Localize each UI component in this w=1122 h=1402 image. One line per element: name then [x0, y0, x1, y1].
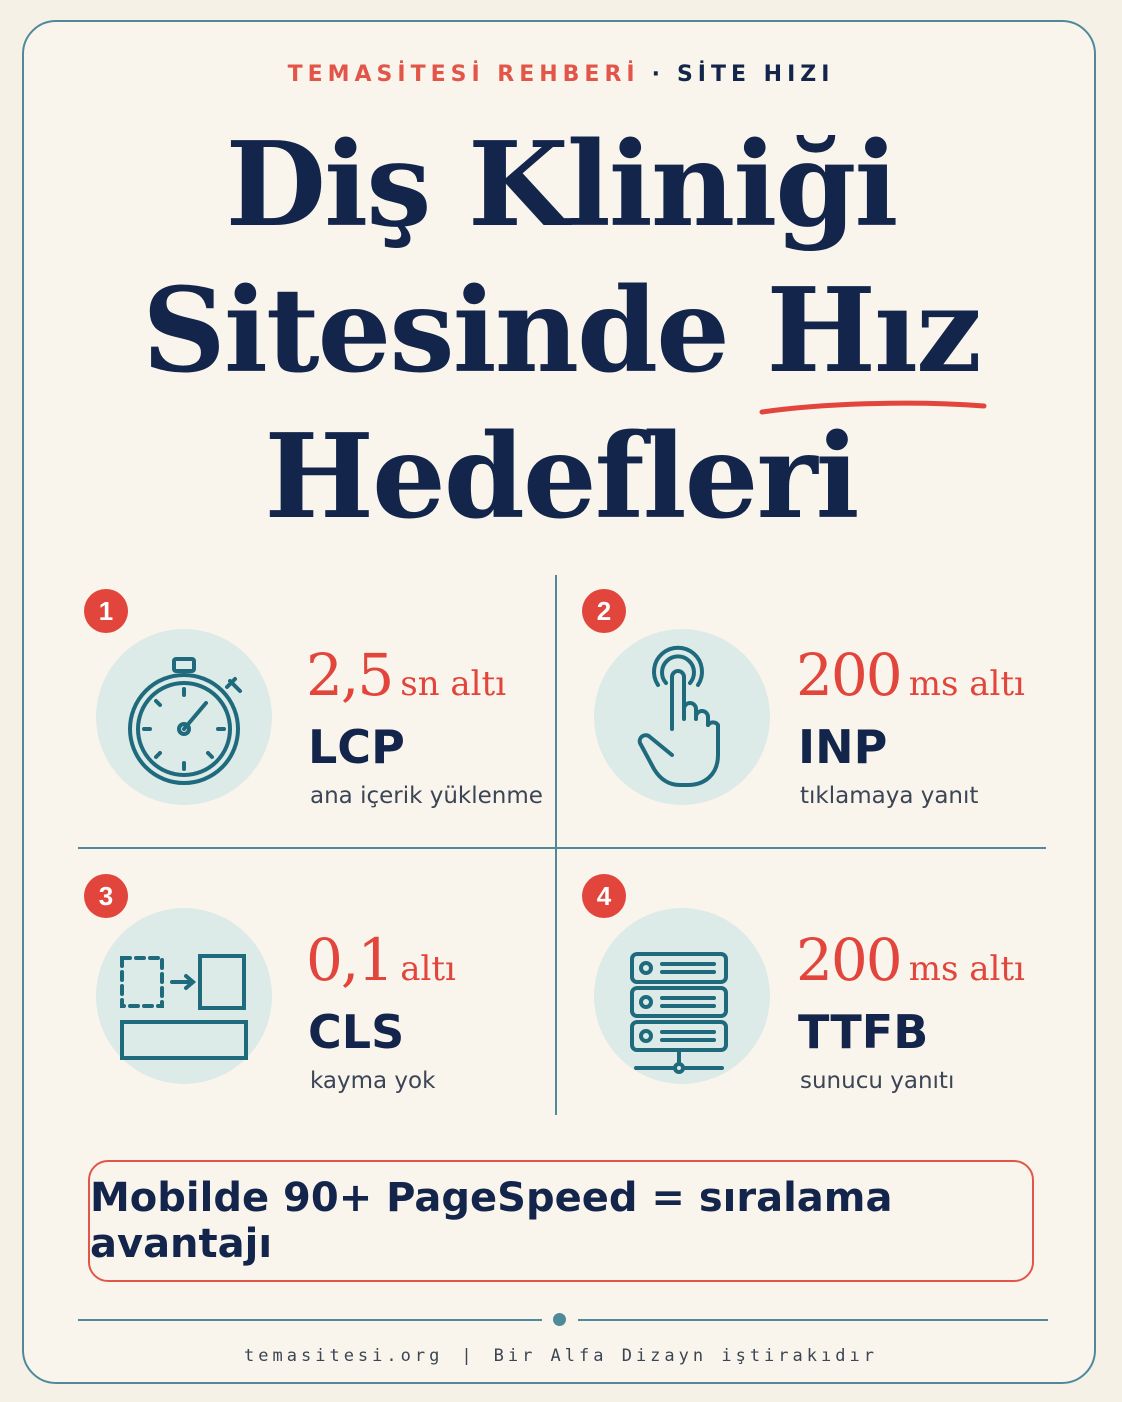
- callout-text: Mobilde 90+ PageSpeed = sıralama avantaj…: [90, 1175, 893, 1267]
- metric-icon-circle: [594, 908, 770, 1084]
- grid-horizontal-divider: [78, 847, 1046, 849]
- step-number-badge: 4: [582, 874, 626, 918]
- layout-shift-icon: [120, 954, 248, 1060]
- step-number-badge: 3: [84, 874, 128, 918]
- target-value: 200 ms altı: [796, 926, 1025, 994]
- page-title: Diş Kliniği Sitesinde Hız Hedefleri: [0, 112, 1122, 550]
- metric-description: tıklamaya yanıt: [800, 783, 979, 809]
- target-unit: altı: [400, 949, 456, 989]
- target-unit: ms altı: [908, 664, 1025, 704]
- title-line-3: Hedefleri: [264, 409, 859, 545]
- target-number: 200: [796, 926, 903, 994]
- step-number-badge: 1: [84, 589, 128, 633]
- callout-banner: Mobilde 90+ PageSpeed = sıralama avantaj…: [88, 1160, 1034, 1282]
- title-underline: [759, 400, 987, 415]
- target-unit: sn altı: [400, 664, 507, 704]
- title-line-1: Diş Kliniği: [225, 117, 899, 253]
- metric-card-lcp: 1 2,5 sn altı LCP ana: [80, 585, 550, 845]
- footer-note: Bir Alfa Dizayn iştirakıdır: [493, 1346, 878, 1366]
- brand-label: TEMASİTESİ REHBERİ: [287, 62, 640, 87]
- metric-icon-circle: [96, 629, 272, 805]
- metric-card-ttfb: 4 200 ms altı TTFB sunucu yanıtı: [578, 872, 1048, 1132]
- stopwatch-icon: [128, 657, 242, 785]
- step-number-badge: 2: [582, 589, 626, 633]
- target-unit: ms altı: [908, 949, 1025, 989]
- target-number: 0,1: [306, 926, 394, 994]
- tap-hand-icon: [637, 645, 720, 787]
- target-value: 0,1 altı: [306, 926, 456, 994]
- metric-name: INP: [798, 720, 888, 774]
- footer-site-link[interactable]: temasitesi.org: [244, 1346, 444, 1366]
- metric-icon-circle: [96, 908, 272, 1084]
- metric-name: TTFB: [798, 1005, 929, 1059]
- header-kicker: TEMASİTESİ REHBERİ · SİTE HIZI: [0, 62, 1122, 87]
- footer: temasitesi.org | Bir Alfa Dizayn iştirakıd…: [0, 1346, 1122, 1366]
- topic-label: SİTE HIZI: [676, 62, 835, 87]
- metric-description: ana içerik yüklenme: [310, 783, 543, 809]
- metric-description: kayma yok: [310, 1068, 436, 1094]
- metric-icon-circle: [594, 629, 770, 805]
- metric-description: sunucu yanıtı: [800, 1068, 955, 1094]
- kicker-separator: ·: [651, 62, 665, 87]
- target-number: 2,5: [306, 641, 394, 709]
- server-icon: [630, 952, 728, 1074]
- target-number: 200: [796, 641, 903, 709]
- metric-name: CLS: [308, 1005, 405, 1059]
- footer-rule-left: [78, 1319, 542, 1321]
- footer-separator: |: [461, 1346, 476, 1366]
- title-line-2: Sitesinde Hız: [142, 263, 982, 399]
- target-value: 2,5 sn altı: [306, 641, 506, 709]
- footer-dot: [553, 1313, 566, 1326]
- grid-vertical-divider: [555, 575, 557, 1115]
- metric-name: LCP: [308, 720, 405, 774]
- metric-card-inp: 2 200 ms altı INP tıklamaya yanıt: [578, 585, 1048, 845]
- metric-card-cls: 3 0,1 altı CLS kayma yok: [80, 872, 550, 1132]
- footer-rule-right: [578, 1319, 1048, 1321]
- target-value: 200 ms altı: [796, 641, 1025, 709]
